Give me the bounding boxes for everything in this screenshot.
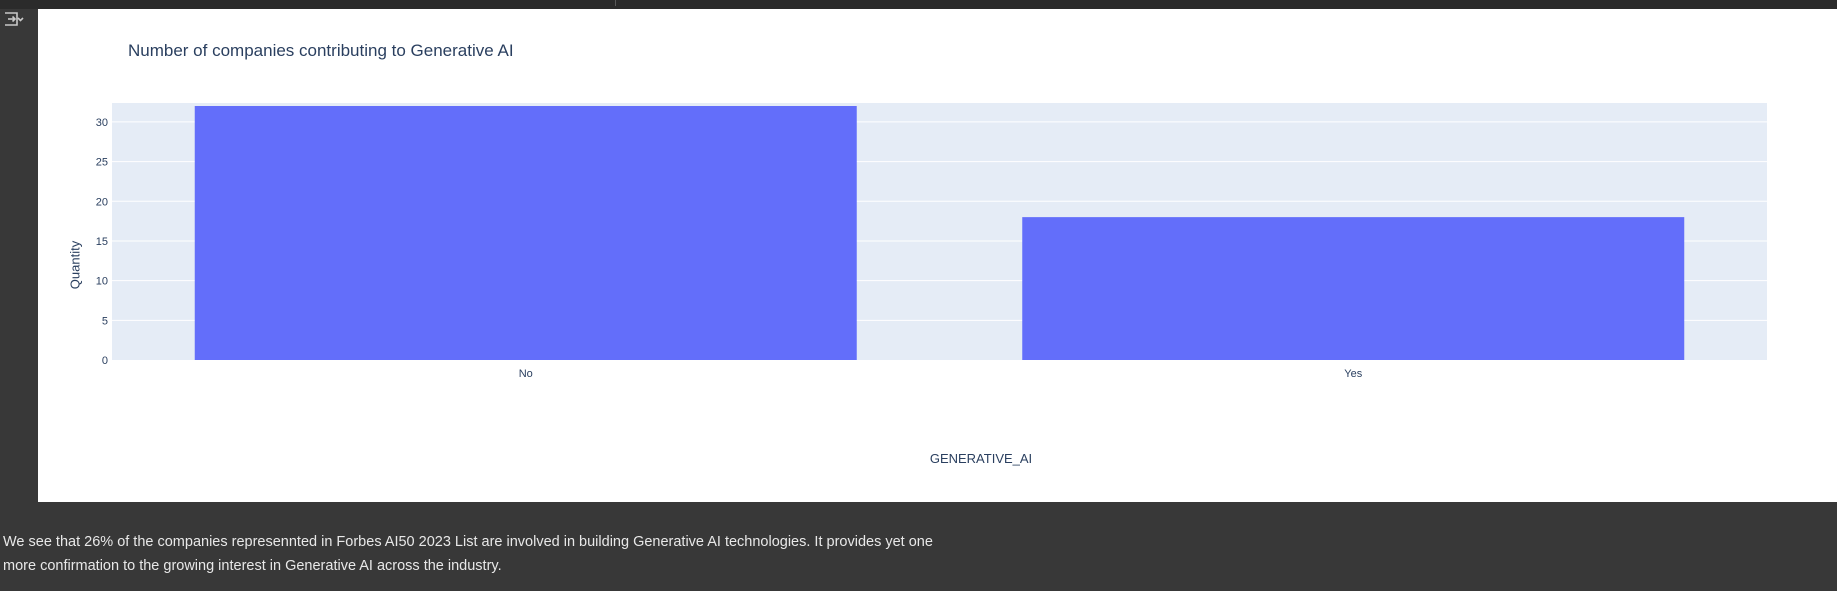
x-axis-title: GENERATIVE_AI bbox=[929, 451, 1033, 466]
x-axis-ticks: No Yes bbox=[519, 368, 1363, 380]
output-toggle-icon[interactable] bbox=[3, 9, 25, 29]
toolbar-divider bbox=[615, 0, 616, 6]
bar-no[interactable] bbox=[194, 106, 857, 360]
markdown-cell: We see that 26% of the companies represe… bbox=[3, 530, 983, 578]
bar-yes[interactable] bbox=[1022, 217, 1685, 360]
bar-chart: 0 5 10 15 20 25 30 No Yes bbox=[96, 103, 1767, 380]
y-tick-label: 10 bbox=[96, 276, 108, 288]
x-tick-label: No bbox=[519, 368, 533, 380]
y-tick-label: 30 bbox=[96, 117, 108, 129]
y-tick-label: 5 bbox=[102, 315, 108, 327]
markdown-line-2: more confirmation to the growing interes… bbox=[3, 558, 502, 574]
y-tick-label: 20 bbox=[96, 196, 108, 208]
y-axis-title: Quantity bbox=[67, 240, 83, 290]
top-toolbar-strip bbox=[0, 0, 1837, 9]
y-tick-label: 0 bbox=[102, 355, 108, 367]
y-tick-label: 15 bbox=[96, 236, 108, 248]
chart-title: Number of companies contributing to Gene… bbox=[128, 41, 514, 60]
x-tick-label: Yes bbox=[1344, 368, 1362, 380]
y-axis-ticks: 0 5 10 15 20 25 30 bbox=[96, 117, 108, 367]
y-tick-label: 25 bbox=[96, 157, 108, 169]
bars bbox=[194, 106, 1685, 360]
markdown-line-1: We see that 26% of the companies represe… bbox=[3, 534, 933, 550]
chart-output-panel: 0 5 10 15 20 25 30 No Yes Number of companies c… bbox=[38, 9, 1837, 502]
